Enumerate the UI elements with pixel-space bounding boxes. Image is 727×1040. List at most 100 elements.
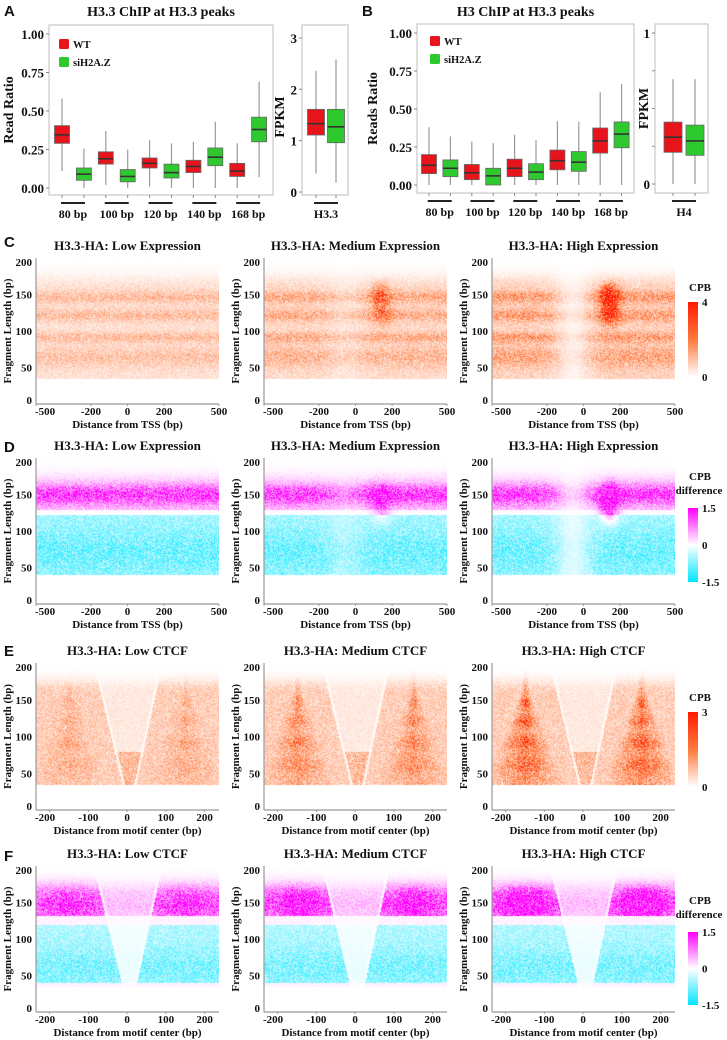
y-axis-label: Fragment Length (bp) — [2, 478, 14, 583]
legend-swatch-siH2A.Z — [59, 57, 69, 67]
y-tick-label: 200 — [244, 257, 261, 269]
x-tick-label: -500 — [491, 406, 512, 418]
x-tick-label: 100 — [158, 1014, 175, 1026]
category-label: 140 bp — [187, 207, 222, 221]
colorbar-label: CPB — [689, 692, 712, 704]
x-tick-label: 0 — [125, 606, 131, 618]
x-axis-label: Distance from motif center (bp) — [281, 825, 429, 837]
x-tick-label: -500 — [491, 606, 512, 618]
y-axis-label: Fragment Length (bp) — [458, 684, 470, 789]
heatmap-title: H3.3-HA: Medium Expression — [271, 438, 441, 453]
y-tick-label: 50 — [249, 768, 261, 780]
x-tick-label: -500 — [35, 406, 56, 418]
y-tick-label: 0.00 — [389, 178, 412, 193]
x-tick-label: -100 — [534, 812, 555, 824]
y-axis-label: Fragment Length (bp) — [2, 886, 14, 991]
y-tick-label: 200 — [472, 662, 489, 674]
y-tick-label: 150 — [16, 290, 33, 302]
y-tick-label: 200 — [244, 662, 261, 674]
chart-title: H3 ChIP at H3.3 peaks — [457, 5, 595, 20]
panel-letter-D: D — [4, 439, 15, 456]
category-label: 100 bp — [100, 207, 135, 221]
x-tick-label: 200 — [612, 406, 629, 418]
y-tick-label: 0.00 — [21, 181, 44, 196]
y-tick-label: 100 — [244, 732, 261, 744]
y-tick-label: 100 — [16, 732, 33, 744]
x-tick-label: 100 — [614, 812, 631, 824]
y-tick-label: 3 — [291, 31, 298, 46]
x-tick-label: -200 — [81, 406, 102, 418]
y-axis-label: Fragment Length (bp) — [230, 278, 242, 383]
y-tick-label: 150 — [472, 695, 489, 707]
x-tick-label: 200 — [156, 606, 173, 618]
x-tick-label: 100 — [158, 812, 175, 824]
x-tick-label: 0 — [125, 406, 131, 418]
x-tick-label: 0 — [124, 812, 130, 824]
x-tick-label: 100 — [386, 812, 403, 824]
heatmap-E-2 — [264, 663, 447, 810]
y-tick-label: 50 — [477, 971, 489, 983]
y-tick-label: 0 — [27, 395, 33, 407]
x-axis-label: Distance from motif center (bp) — [53, 825, 201, 837]
x-tick-label: 200 — [652, 812, 669, 824]
y-tick-label: 1.00 — [389, 26, 412, 41]
y-axis-label: Read Ratio — [2, 76, 17, 143]
y-tick-label: 200 — [472, 457, 489, 469]
heatmap-F-1 — [36, 866, 219, 1012]
x-tick-label: 500 — [667, 606, 684, 618]
box-siH2A.Z-120 bp — [163, 163, 180, 179]
x-tick-label: 0 — [353, 606, 359, 618]
y-tick-label: 100 — [244, 526, 261, 538]
y-tick-label: 100 — [244, 934, 261, 946]
heatmap-C-1 — [36, 258, 219, 404]
y-axis-label: Reads Ratio — [366, 72, 381, 145]
x-axis-label: Distance from motif center (bp) — [53, 1027, 201, 1039]
x-tick-label: 200 — [652, 1014, 669, 1026]
x-tick-label: -100 — [78, 812, 99, 824]
y-tick-label: 200 — [472, 865, 489, 877]
colorbar-tick-label: -1.5 — [702, 577, 720, 589]
colorbar-tick-label: 1.5 — [702, 503, 716, 515]
y-tick-label: 0 — [255, 395, 261, 407]
heatmap-title: H3.3-HA: Low Expression — [54, 238, 202, 253]
x-tick-label: -100 — [534, 1014, 555, 1026]
y-tick-label: 100 — [16, 526, 33, 538]
colorbar-tick-label: 0 — [702, 372, 708, 384]
category-label: 120 bp — [508, 205, 543, 219]
y-tick-label: 100 — [472, 326, 489, 338]
heatmap-D-3 — [492, 458, 675, 604]
category-label: 80 bp — [426, 205, 455, 219]
x-tick-label: 0 — [124, 1014, 130, 1026]
y-axis-label: Fragment Length (bp) — [458, 278, 470, 383]
y-tick-label: 200 — [16, 662, 33, 674]
x-tick-label: -100 — [306, 1014, 327, 1026]
legend-swatch-WT — [430, 36, 440, 46]
heatmap-C-3 — [492, 258, 675, 404]
y-axis-label: Fragment Length (bp) — [2, 684, 14, 789]
y-tick-label: 0 — [255, 1003, 261, 1015]
y-tick-label: 50 — [477, 768, 489, 780]
category-label: 100 bp — [465, 205, 500, 219]
heatmap-E-3 — [492, 663, 675, 810]
heatmap-D-2 — [264, 458, 447, 604]
colorbar-tick-label: 0 — [702, 782, 708, 794]
x-tick-label: -500 — [263, 606, 284, 618]
y-tick-label: 50 — [249, 563, 261, 575]
y-tick-label: 100 — [472, 934, 489, 946]
y-tick-label: 0 — [27, 1003, 33, 1015]
x-tick-label: 200 — [196, 1014, 213, 1026]
category-label: 140 bp — [551, 205, 586, 219]
x-tick-label: -100 — [78, 1014, 99, 1026]
x-tick-label: -200 — [491, 1014, 512, 1026]
y-tick-label: 0 — [483, 801, 489, 813]
x-tick-label: 200 — [424, 1014, 441, 1026]
legend-label: siH2A.Z — [73, 58, 111, 69]
colorbar-tick-label: -1.5 — [702, 1000, 720, 1012]
legend-label: WT — [73, 40, 91, 51]
y-tick-label: 0.50 — [389, 102, 412, 117]
y-tick-label: 0 — [483, 395, 489, 407]
colorbar-label-2: difference — [676, 485, 723, 497]
y-tick-label: 0.25 — [21, 143, 44, 158]
x-tick-label: 500 — [211, 406, 228, 418]
x-tick-label: 0 — [580, 812, 586, 824]
